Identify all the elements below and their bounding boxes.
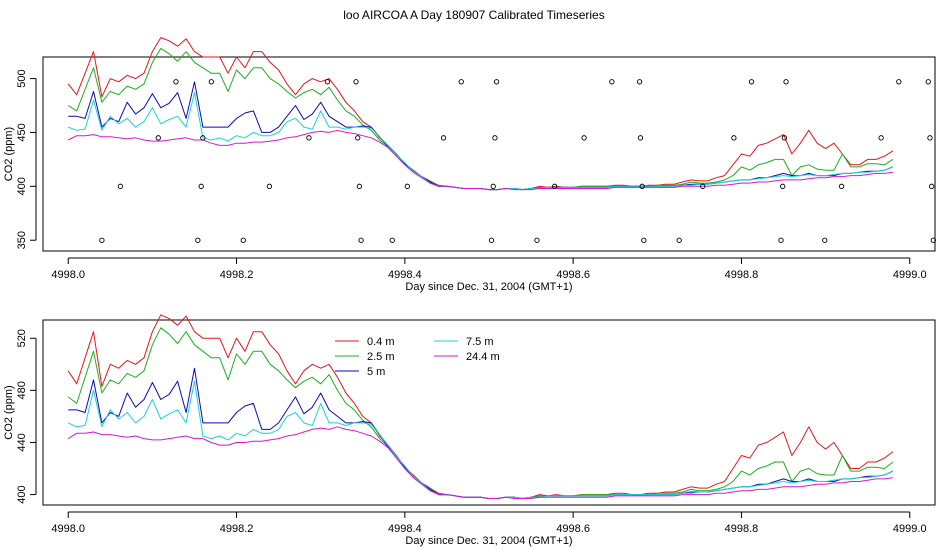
y-tick-label: 520 — [16, 329, 28, 347]
data-point — [778, 237, 784, 243]
data-point — [551, 183, 558, 189]
data-point — [700, 183, 706, 189]
bottom-panel: 4998.0 4998.2 4998.4 4998.6 4998.8 4999.0 Day … — [3, 314, 936, 547]
data-point — [493, 79, 500, 85]
data-point — [928, 183, 935, 189]
data-point — [780, 183, 786, 189]
data-point — [240, 237, 246, 243]
top-panel: 4998.0 4998.2 4998.4 4998.6 4998.8 4999.0 Day … — [3, 37, 936, 293]
data-point — [925, 79, 931, 85]
data-point — [488, 237, 495, 243]
y-axis-label: CO2 (ppm) — [3, 127, 15, 181]
y-tick-label: 400 — [16, 177, 28, 195]
y-tick-label: 500 — [16, 69, 28, 87]
data-point — [353, 79, 359, 85]
data-point — [389, 237, 395, 243]
data-point — [783, 79, 789, 85]
data-point — [609, 79, 615, 85]
data-point — [198, 183, 204, 189]
plot-frame — [42, 319, 936, 506]
data-point — [306, 135, 312, 141]
data-point — [581, 135, 587, 141]
data-point — [878, 135, 884, 141]
x-tick-label: 4998.8 — [725, 269, 759, 281]
data-point — [173, 79, 179, 85]
data-point — [534, 237, 540, 243]
data-point — [731, 135, 737, 141]
x-tick-label: 4998.2 — [220, 269, 254, 281]
data-point — [781, 135, 788, 141]
data-point — [492, 135, 498, 141]
y-tick-label: 450 — [16, 123, 28, 141]
plot-frame — [42, 56, 936, 252]
x-tick-label: 4998.8 — [725, 523, 759, 535]
data-point — [324, 79, 331, 85]
x-tick-label: 4998.6 — [556, 523, 590, 535]
data-point — [358, 237, 364, 243]
data-point — [641, 237, 647, 243]
data-point — [117, 183, 124, 189]
y-axis-label: CO2 (ppm) — [3, 385, 15, 439]
data-point — [458, 79, 464, 85]
data-point — [927, 135, 933, 141]
data-point — [200, 135, 206, 141]
x-tick-label: 4999.0 — [893, 269, 927, 281]
data-point — [896, 79, 902, 85]
x-axis-label: Day since Dec. 31, 2004 (GMT+1) — [405, 281, 572, 293]
data-point — [637, 135, 644, 141]
data-point — [208, 79, 214, 85]
data-point — [639, 183, 645, 189]
series-line-24-4-m — [67, 426, 893, 499]
data-point — [838, 183, 845, 189]
legend-label: 2.5 m — [367, 351, 395, 363]
main-title: loo AIRCOA A Day 180907 Calibrated Times… — [343, 8, 604, 22]
x-tick-label: 4998.0 — [51, 269, 85, 281]
data-point — [195, 237, 201, 243]
y-tick-label: 350 — [16, 231, 28, 249]
x-tick-label: 4998.0 — [51, 523, 85, 535]
y-tick-label: 480 — [16, 381, 28, 399]
x-tick-label: 4999.0 — [893, 523, 927, 535]
data-point — [748, 79, 755, 85]
legend-label: 7.5 m — [466, 336, 494, 348]
data-point — [822, 237, 828, 243]
data-point — [676, 237, 682, 243]
data-point — [355, 135, 361, 141]
data-point — [155, 135, 161, 141]
x-tick-label: 4998.6 — [556, 269, 590, 281]
y-tick-label: 440 — [16, 433, 28, 451]
data-point — [99, 237, 105, 243]
y-tick-label: 400 — [16, 485, 28, 503]
legend-label: 5 m — [367, 366, 385, 378]
x-axis-label: Day since Dec. 31, 2004 (GMT+1) — [405, 535, 572, 547]
data-point — [490, 183, 496, 189]
x-tick-label: 4998.2 — [220, 523, 254, 535]
legend-label: 0.4 m — [367, 336, 395, 348]
data-point — [266, 183, 273, 189]
data-point — [356, 183, 363, 189]
data-point — [440, 135, 447, 141]
data-point — [930, 237, 936, 243]
x-tick-label: 4998.4 — [388, 269, 422, 281]
data-point — [404, 183, 411, 189]
legend-label: 24.4 m — [466, 351, 500, 363]
data-point — [636, 79, 643, 85]
series-line-24-4-m — [67, 129, 893, 191]
x-tick-label: 4998.4 — [388, 523, 422, 535]
